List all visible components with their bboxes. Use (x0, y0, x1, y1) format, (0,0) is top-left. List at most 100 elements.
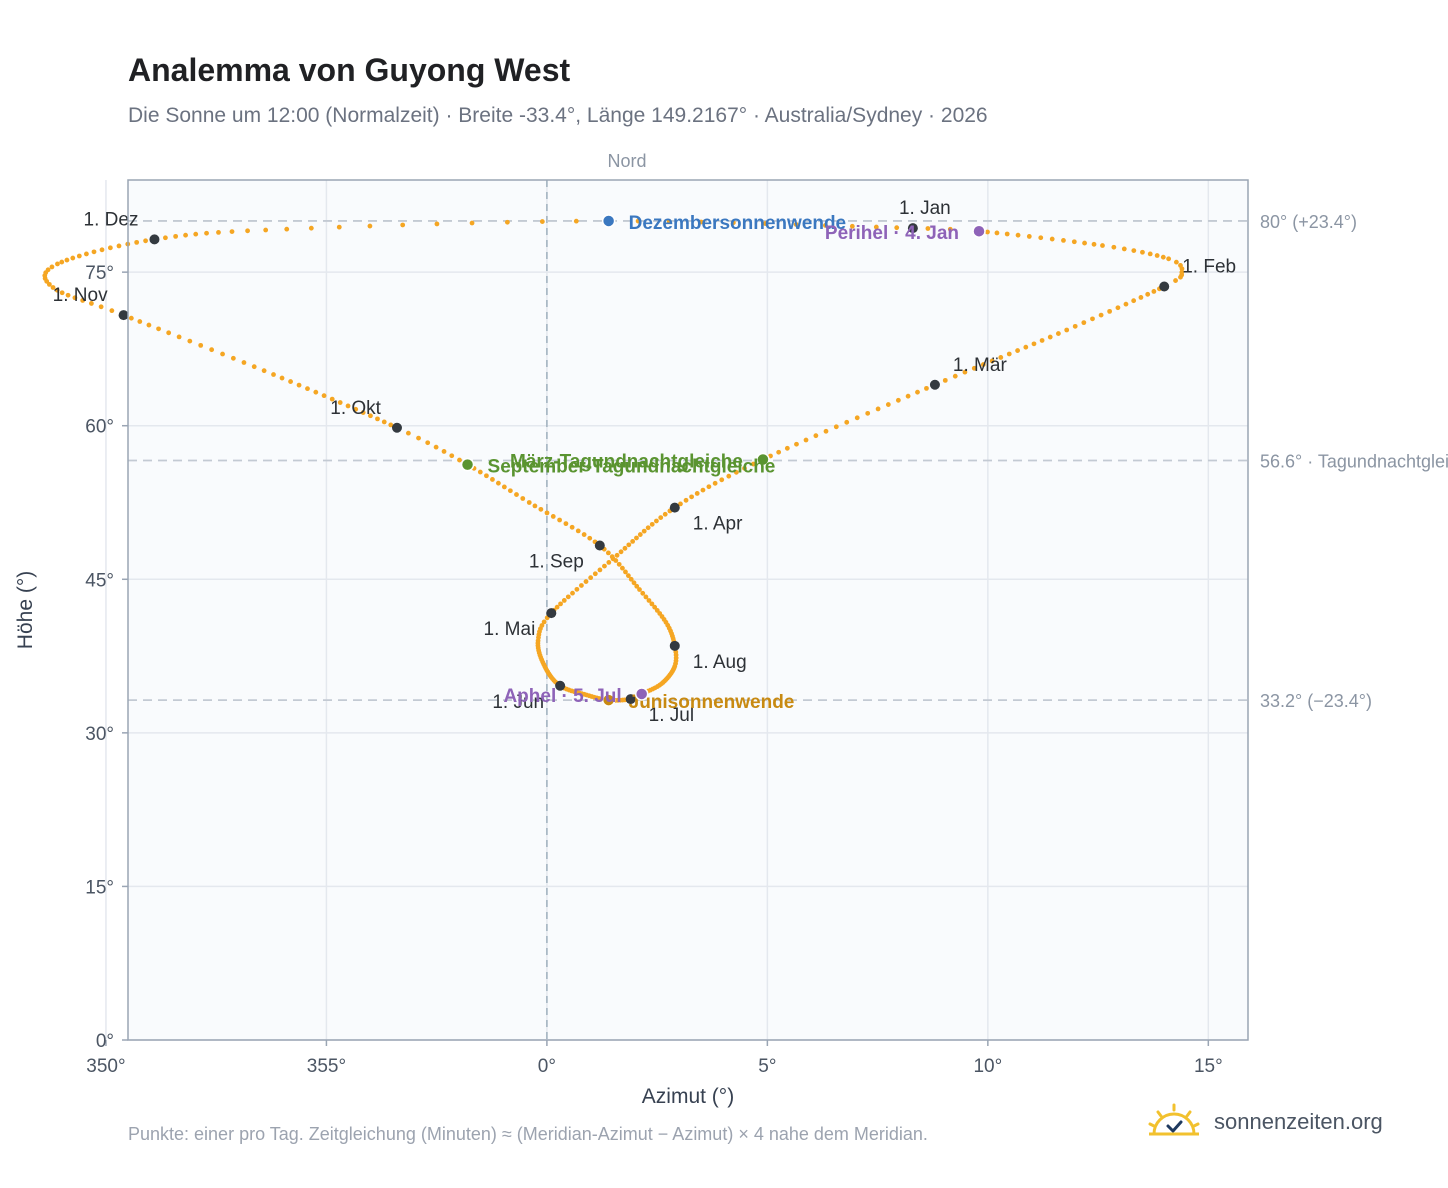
brand-name: sonnenzeiten.org (1214, 1109, 1383, 1134)
day-dot (875, 406, 881, 412)
x-tick-label: 0° (538, 1056, 556, 1077)
day-dot (706, 484, 712, 490)
day-dot (176, 334, 182, 340)
day-dot (554, 604, 560, 610)
day-dot (45, 267, 51, 273)
day-dot (573, 218, 579, 224)
day-dot (634, 535, 639, 541)
day-dot (541, 619, 547, 625)
day-dot (581, 532, 587, 537)
day-dot (683, 497, 689, 503)
day-dot (1015, 232, 1021, 238)
day-dot (400, 222, 406, 228)
day-dot (625, 573, 631, 579)
day-dot (107, 245, 113, 251)
day-dot (64, 257, 70, 263)
day-dot (575, 528, 581, 534)
month-label: 1. Mär (953, 355, 1008, 376)
x-tick-label: 10° (973, 1056, 1002, 1077)
day-dot (579, 583, 584, 588)
day-dot (658, 515, 664, 521)
month-label: 1. Dez (84, 209, 139, 230)
event-dot (756, 452, 770, 467)
day-dot (143, 238, 148, 244)
day-dot (849, 223, 855, 229)
day-dot (784, 445, 790, 451)
y-tick-label: 60° (85, 417, 114, 438)
day-dot (989, 358, 995, 364)
day-dot (1064, 327, 1070, 333)
brand[interactable]: sonnenzeiten.org (1146, 1102, 1383, 1142)
day-dot (925, 226, 931, 231)
day-dot (220, 351, 225, 357)
day-dot (313, 389, 319, 395)
day-dot (1111, 244, 1117, 250)
day-dot (1160, 254, 1166, 260)
day-dot (654, 607, 660, 613)
day-dot (216, 230, 221, 235)
day-dot (507, 488, 513, 494)
y-tick-label: 75° (85, 263, 114, 284)
month-dot (669, 502, 680, 513)
day-dot (495, 480, 501, 486)
day-dot (645, 525, 651, 531)
day-dot (762, 221, 768, 226)
month-dot (669, 640, 680, 651)
footnote: Punkte: einer pro Tag. Zeitgleichung (Mi… (128, 1124, 928, 1144)
day-dot (1140, 249, 1145, 255)
day-dot (337, 400, 343, 405)
day-dot (637, 532, 643, 537)
day-dot (626, 542, 632, 548)
axis-ticks: 350° 355° 0° 5° 10° 15° 0° 15° 30° 45° 60° 75° (85, 263, 1222, 1077)
day-dot (526, 500, 532, 505)
day-dot (894, 225, 900, 231)
day-dot (388, 422, 394, 428)
day-dot (538, 506, 544, 512)
day-dot (329, 396, 335, 402)
day-dot (730, 220, 736, 226)
day-dot (116, 243, 122, 249)
day-dot (635, 218, 641, 224)
day-dot (924, 385, 929, 391)
day-dot (980, 362, 986, 367)
event-label: September-Tagundnachtgleiche (488, 457, 776, 478)
day-dot (1173, 259, 1179, 265)
month-dot (929, 379, 940, 390)
event-dot (460, 457, 475, 472)
day-dot (271, 372, 276, 377)
day-dot (209, 347, 215, 353)
day-dot (602, 563, 607, 569)
reference-line-label: 56.6° · Tagundnachtgleiche (1260, 452, 1448, 472)
day-dot (557, 517, 562, 523)
day-dot (1055, 331, 1061, 336)
y-axis-label: Höhe (°) (14, 571, 37, 649)
day-dot (637, 587, 642, 592)
day-dot (895, 397, 901, 403)
day-dot (279, 375, 285, 381)
day-dot (854, 415, 860, 421)
day-dot (885, 402, 891, 407)
day-dot (504, 219, 510, 225)
day-dot (137, 319, 143, 324)
day-dot (1006, 351, 1012, 357)
month-dot (594, 540, 605, 551)
day-dot (49, 264, 55, 270)
month-label: 1. Aug (693, 652, 747, 673)
day-dot (230, 355, 236, 361)
day-dot (1098, 312, 1104, 318)
day-dot (649, 521, 655, 527)
month-label: 1. Jul (649, 705, 694, 726)
day-dot (1151, 289, 1157, 294)
day-dot (833, 424, 839, 430)
day-dot (962, 369, 968, 375)
day-dot (574, 586, 580, 592)
day-dot (947, 226, 953, 232)
day-dot (490, 477, 495, 482)
day-dot (308, 225, 314, 231)
day-dot (134, 239, 140, 245)
day-dot (1061, 238, 1066, 243)
day-dot (640, 590, 646, 596)
day-dot (631, 580, 637, 586)
month-label: 1. Jun (492, 692, 544, 713)
